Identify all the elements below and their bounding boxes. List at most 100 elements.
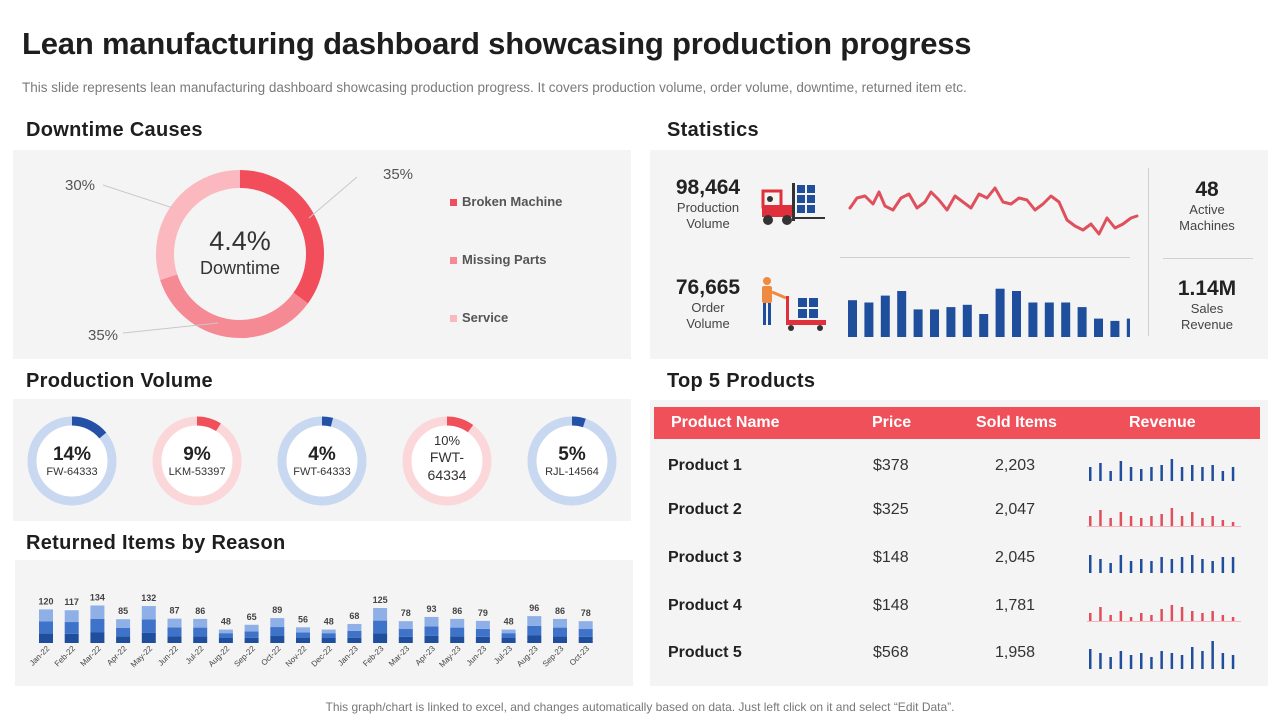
order-volume-bar-chart[interactable] xyxy=(840,282,1130,338)
revenue-sparkbar xyxy=(1129,617,1133,621)
returned-bar-segment-dark xyxy=(578,636,593,643)
leader-line-missing-parts xyxy=(122,322,219,334)
stats-divider-horizontal xyxy=(840,257,1130,258)
revenue-sparkbars[interactable] xyxy=(1085,450,1245,680)
revenue-sparkbar xyxy=(1170,653,1174,669)
donut-slice-missing-parts[interactable] xyxy=(160,274,308,338)
legend-missing-parts[interactable]: Missing Parts xyxy=(450,252,547,267)
returned-bar-segment-light xyxy=(553,618,567,628)
legend-service[interactable]: Service xyxy=(450,310,508,325)
pv-donut-4-label-1: FWT- xyxy=(429,449,465,465)
returned-bar-segment-light xyxy=(450,618,465,628)
production-volume-donuts[interactable] xyxy=(13,399,631,521)
returned-bar-value-label: 125 xyxy=(373,595,388,605)
slice-label-broken-machine: 35% xyxy=(383,166,414,183)
downtime-donut-chart[interactable] xyxy=(13,150,631,359)
revenue-sparkbar xyxy=(1099,653,1102,669)
returned-bar-segment-mid xyxy=(193,627,208,637)
returned-items-chart[interactable]: 120 Jan-22 117 Feb-22 134 Mar-22 85 Apr-22 132 Ma… xyxy=(15,560,633,686)
revenue-sparkbar xyxy=(1119,651,1123,669)
table-row[interactable]: Product 2 $325 2,047 xyxy=(668,501,1268,523)
donut-slice-service[interactable] xyxy=(156,170,241,280)
product-price: $568 xyxy=(873,644,909,661)
table-row[interactable]: Product 1 $378 2,203 xyxy=(668,457,1268,479)
legend-broken-machine[interactable]: Broken Machine xyxy=(450,194,562,209)
returned-bar-value-label: 68 xyxy=(349,611,359,621)
returned-bar-value-label: 89 xyxy=(272,605,282,615)
returned-bar-segment-dark xyxy=(347,637,362,643)
returned-bar-segment-light xyxy=(116,619,131,628)
col-header-sold-items[interactable]: Sold Items xyxy=(976,414,1057,431)
col-header-price[interactable]: Price xyxy=(872,414,912,431)
returned-bar-value-label: 48 xyxy=(324,617,334,627)
returned-bar-segment-light xyxy=(501,629,516,634)
product-price: $148 xyxy=(873,597,909,614)
revenue-sparkbar xyxy=(1140,559,1143,573)
returned-bar-segment-light xyxy=(424,616,439,627)
pv-donut-4-text: 10% FWT- 64334 xyxy=(407,433,487,484)
order-volume-bar xyxy=(979,314,989,337)
pv-donut-progress xyxy=(71,416,107,439)
revenue-sparkbar xyxy=(1150,615,1153,621)
page-subtitle: This slide represents lean manufacturing… xyxy=(22,80,967,95)
returned-bar-tick-label: Nov-22 xyxy=(284,644,309,669)
revenue-sparkbar xyxy=(1150,467,1153,481)
returned-bar-segment-mid xyxy=(64,622,79,634)
returned-bar-tick-label: Sep-22 xyxy=(232,644,257,669)
revenue-sparkbar xyxy=(1089,649,1092,669)
returned-bar-segment-mid xyxy=(527,625,542,636)
returned-bar-value-label: 132 xyxy=(141,593,156,603)
revenue-sparkbar xyxy=(1170,559,1174,573)
revenue-sparkbar xyxy=(1180,607,1184,621)
returned-bar-tick-label: Jan-23 xyxy=(336,644,360,668)
returned-bar-tick-label: Aug-23 xyxy=(515,644,540,669)
top-products-section-title: Top 5 Products xyxy=(667,370,816,392)
returned-bar-segment-dark xyxy=(527,635,542,643)
returned-bar-tick-label: Oct-22 xyxy=(259,644,283,668)
returned-bar-value-label: 93 xyxy=(426,604,436,614)
returned-bar-segment-dark xyxy=(218,638,233,643)
revenue-sparkbar xyxy=(1201,559,1204,573)
legend-swatch xyxy=(450,257,457,265)
returned-bar-segment-mid xyxy=(244,631,259,638)
downtime-donut[interactable] xyxy=(156,170,324,338)
donut-slice-broken-machine[interactable] xyxy=(239,170,324,304)
returned-bar-value-label: 48 xyxy=(221,617,231,627)
revenue-sparkbar xyxy=(1201,518,1204,526)
returned-bar-segment-light xyxy=(475,620,490,629)
table-row[interactable]: Product 5 $568 1,958 xyxy=(668,644,1268,666)
revenue-sparkbar xyxy=(1201,651,1204,669)
order-volume-label-2: Volume xyxy=(686,316,730,331)
returned-bar-segment-light xyxy=(64,610,79,623)
order-volume-bar xyxy=(946,307,956,337)
active-machines-label-1: Active xyxy=(1189,202,1225,217)
returned-bar-segment-mid xyxy=(347,630,362,638)
pv-donut-5-text: 5% RJL-14564 xyxy=(532,444,612,478)
returned-bar-segment-light xyxy=(141,606,156,620)
product-sold: 1,781 xyxy=(995,597,1036,614)
pv-donut-2-label: LKM-53397 xyxy=(168,466,226,478)
order-volume-bar xyxy=(1126,318,1130,337)
returned-bar-segment-mid xyxy=(398,629,413,637)
downtime-center-label: Downtime xyxy=(199,258,281,278)
product-name: Product 1 xyxy=(668,457,742,474)
returned-bar-value-label: 48 xyxy=(504,617,514,627)
returned-bar-tick-label: Jun-22 xyxy=(156,644,180,668)
revenue-sparkbar xyxy=(1119,611,1123,621)
returned-bar-value-label: 78 xyxy=(401,608,411,618)
order-volume-value: 76,665 xyxy=(675,276,741,299)
returned-bar-tick-label: May-22 xyxy=(129,644,155,670)
revenue-sparkbar xyxy=(1140,613,1143,621)
returned-bar-segment-dark xyxy=(116,636,131,643)
table-row[interactable]: Product 4 $148 1,781 xyxy=(668,597,1268,619)
products-table-header: Product Name Price Sold Items Revenue xyxy=(654,407,1260,439)
col-header-revenue[interactable]: Revenue xyxy=(1129,414,1196,431)
statistics-section-title: Statistics xyxy=(667,119,759,141)
production-volume-sparkline[interactable] xyxy=(845,180,1140,242)
col-header-product-name[interactable]: Product Name xyxy=(671,414,780,431)
returned-bar-segment-light xyxy=(193,618,208,628)
legend-swatch xyxy=(450,315,457,323)
table-row[interactable]: Product 3 $148 2,045 xyxy=(668,549,1268,571)
slice-label-service: 30% xyxy=(65,177,96,194)
revenue-sparkbar xyxy=(1109,471,1112,481)
